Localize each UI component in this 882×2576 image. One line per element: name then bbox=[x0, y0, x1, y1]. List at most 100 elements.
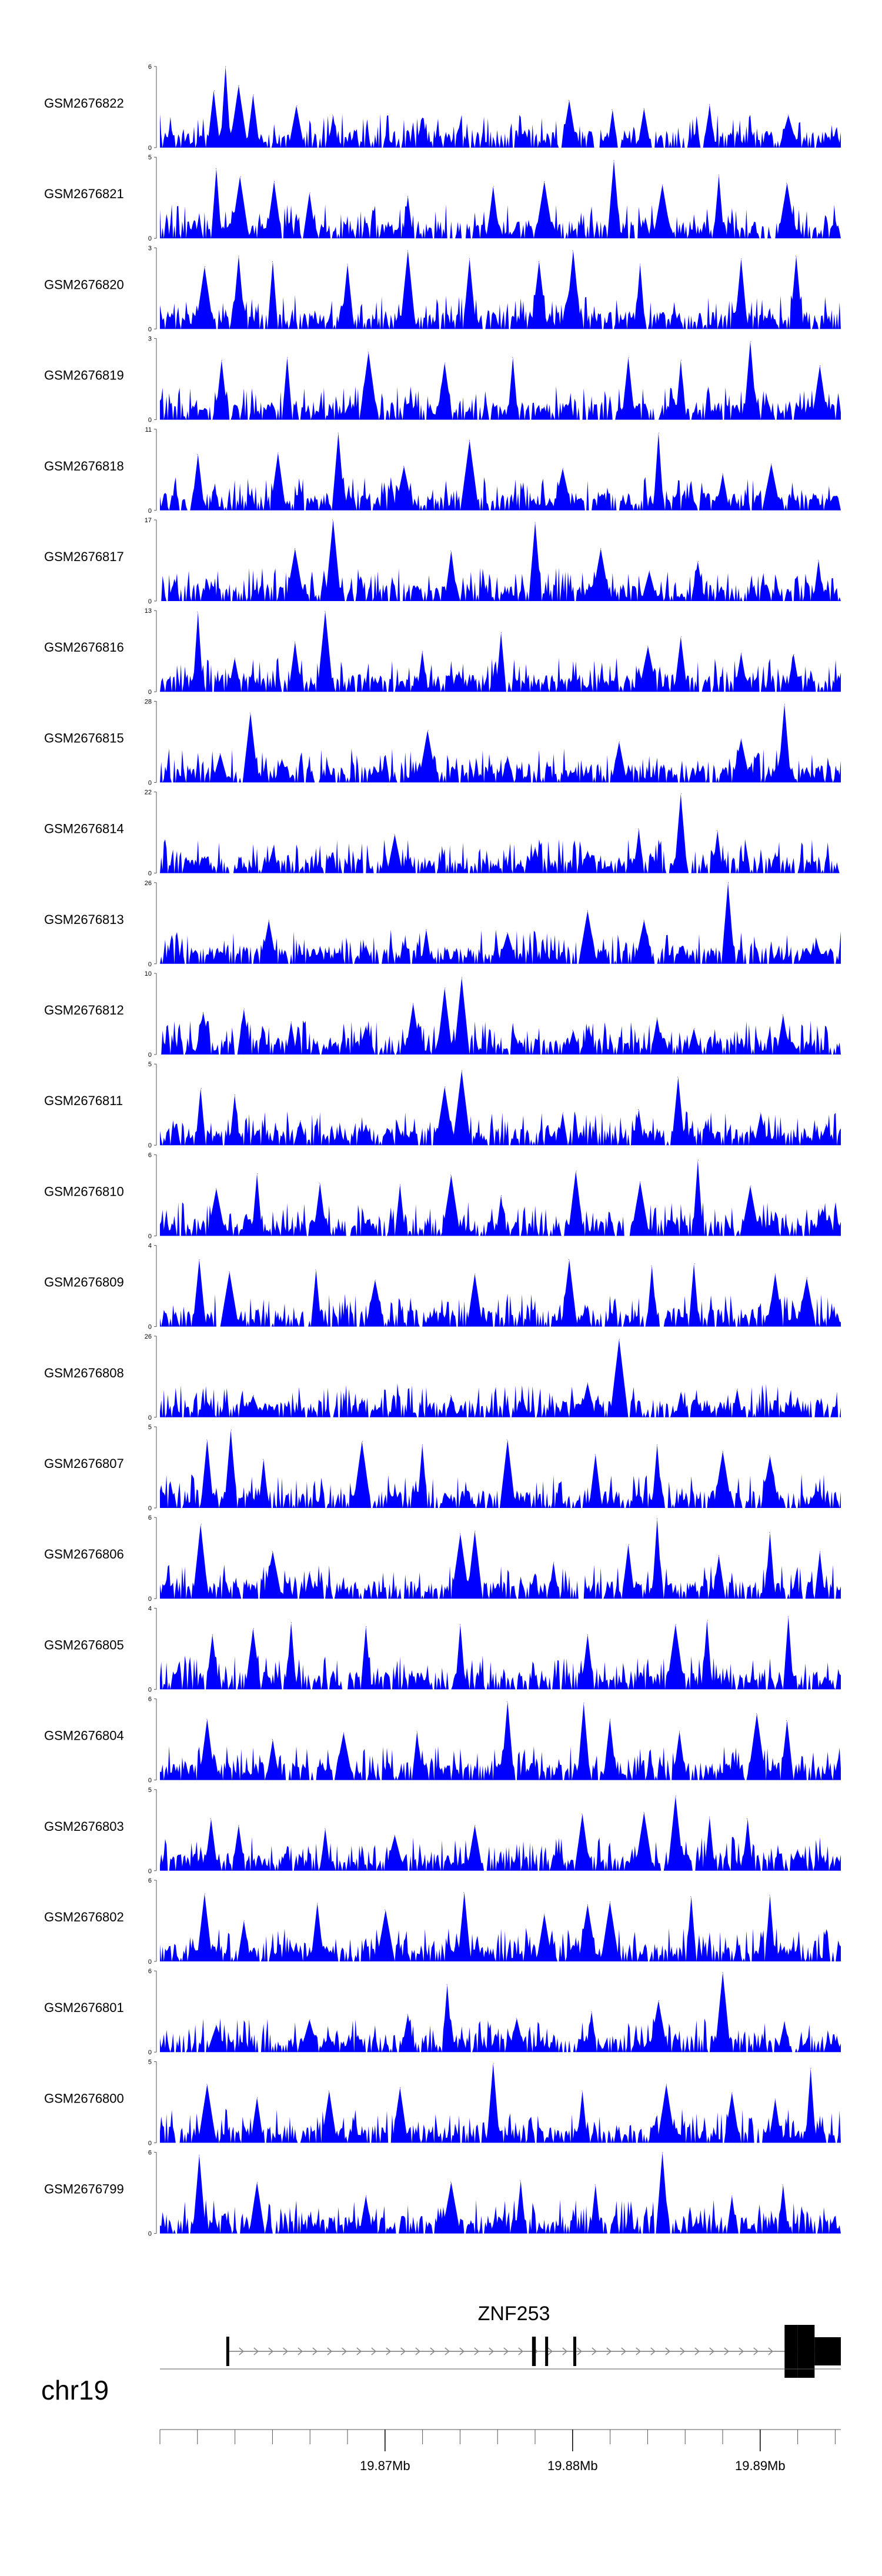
track-GSM2676800: GSM2676800 5 0 bbox=[44, 2058, 841, 2147]
strand-arrow bbox=[298, 2347, 303, 2355]
y-tick-label-max: 6 bbox=[148, 1877, 152, 1884]
track-label: GSM2676812 bbox=[44, 1003, 124, 1017]
coverage-area-GSM2676803 bbox=[160, 1796, 841, 1871]
peak-GSM2676799-5 bbox=[594, 2184, 596, 2185]
strand-arrow bbox=[577, 2347, 582, 2355]
exon-2 bbox=[532, 2337, 536, 2366]
y-tick-label-zero: 0 bbox=[148, 2231, 152, 2238]
peak-GSM2676808-6 bbox=[619, 1339, 620, 1340]
peak-GSM2676801-8 bbox=[784, 2022, 785, 2023]
peak-GSM2676821-2 bbox=[274, 181, 275, 182]
y-tick-label-zero: 0 bbox=[148, 1505, 152, 1512]
coverage-area-GSM2676802 bbox=[160, 1892, 841, 1961]
coverage-area-GSM2676817 bbox=[160, 520, 841, 601]
gene-label: ZNF253 bbox=[478, 2303, 550, 2325]
peak-GSM2676800-8 bbox=[774, 2098, 776, 2100]
peak-GSM2676812-9 bbox=[694, 1028, 695, 1029]
peak-GSM2676805-8 bbox=[788, 1616, 789, 1617]
peak-GSM2676800-4 bbox=[493, 2063, 495, 2064]
track-GSM2676803: GSM2676803 5 0 bbox=[44, 1787, 841, 1875]
peak-GSM2676807-10 bbox=[816, 1491, 817, 1492]
track-label: GSM2676811 bbox=[44, 1093, 123, 1108]
track-label: GSM2676806 bbox=[44, 1547, 124, 1561]
peak-GSM2676805-5 bbox=[587, 1634, 588, 1635]
peak-GSM2676816-4 bbox=[422, 650, 423, 652]
coverage-area-GSM2676820 bbox=[160, 251, 841, 329]
exon-1 bbox=[226, 2337, 229, 2366]
y-tick-label-zero: 0 bbox=[148, 870, 152, 877]
strand-arrow bbox=[415, 2347, 420, 2355]
exon-3 bbox=[545, 2337, 549, 2366]
track-GSM2676801: GSM2676801 6 0 bbox=[44, 1968, 841, 2056]
strand-arrow bbox=[474, 2347, 479, 2355]
coverage-area-GSM2676822 bbox=[160, 66, 841, 148]
peak-GSM2676804-8 bbox=[756, 1713, 757, 1714]
track-GSM2676815: GSM2676815 28 0 bbox=[44, 698, 841, 786]
strand-arrow bbox=[606, 2347, 612, 2355]
y-tick-label-zero: 0 bbox=[148, 508, 152, 515]
peak-GSM2676817-5 bbox=[600, 548, 602, 549]
track-GSM2676821: GSM2676821 5 0 bbox=[44, 154, 841, 242]
peak-GSM2676814-2 bbox=[394, 834, 395, 835]
track-GSM2676810: GSM2676810 6 0 bbox=[44, 1152, 841, 1240]
coverage-area-GSM2676811 bbox=[160, 1070, 841, 1146]
coverage-area-GSM2676808 bbox=[160, 1339, 841, 1417]
track-GSM2676819: GSM2676819 3 0 bbox=[44, 336, 841, 424]
peak-GSM2676820-2 bbox=[272, 261, 273, 262]
track-label: GSM2676805 bbox=[44, 1637, 124, 1652]
y-tick-label-max: 6 bbox=[148, 1696, 152, 1703]
y-tick-label-zero: 0 bbox=[148, 1686, 152, 1693]
peak-GSM2676819-4 bbox=[512, 357, 513, 358]
y-tick-label-max: 6 bbox=[148, 1514, 152, 1521]
peak-GSM2676811-2 bbox=[300, 1120, 301, 1122]
track-label: GSM2676818 bbox=[44, 459, 124, 473]
y-tick-label-max: 6 bbox=[148, 1968, 152, 1975]
peak-GSM2676810-6 bbox=[576, 1170, 577, 1172]
track-GSM2676814: GSM2676814 22 0 bbox=[44, 789, 841, 877]
track-GSM2676807: GSM2676807 5 0 bbox=[44, 1424, 841, 1512]
y-tick-label-zero: 0 bbox=[148, 326, 152, 333]
track-GSM2676806: GSM2676806 6 0 bbox=[44, 1514, 841, 1603]
y-tick-label-max: 6 bbox=[148, 1152, 152, 1159]
track-GSM2676799: GSM2676799 6 0 bbox=[44, 2150, 841, 2238]
y-tick-label-max: 17 bbox=[145, 517, 152, 524]
strand-arrow bbox=[342, 2347, 347, 2355]
y-tick-label-max: 10 bbox=[145, 970, 152, 977]
peak-GSM2676804-0 bbox=[206, 1719, 208, 1720]
y-tick-label-zero: 0 bbox=[148, 235, 152, 242]
y-tick-label-max: 13 bbox=[145, 608, 152, 615]
y-tick-label-max: 6 bbox=[148, 64, 152, 71]
strand-arrow bbox=[312, 2347, 318, 2355]
peak-GSM2676817-3 bbox=[450, 550, 451, 552]
track-GSM2676804: GSM2676804 6 0 bbox=[44, 1696, 841, 1784]
track-label: GSM2676801 bbox=[44, 2000, 124, 2015]
track-GSM2676816: GSM2676816 13 0 bbox=[44, 608, 841, 696]
y-tick-label-zero: 0 bbox=[148, 1777, 152, 1784]
track-label: GSM2676819 bbox=[44, 368, 124, 383]
y-tick-label-zero: 0 bbox=[148, 779, 152, 786]
track-GSM2676812: GSM2676812 10 0 bbox=[44, 970, 841, 1059]
peak-GSM2676808-1 bbox=[253, 1395, 254, 1396]
peak-GSM2676809-7 bbox=[694, 1263, 695, 1264]
track-GSM2676822: GSM2676822 6 0 bbox=[44, 64, 841, 152]
peak-GSM2676809-0 bbox=[199, 1259, 200, 1260]
coverage-area-GSM2676818 bbox=[160, 433, 841, 510]
peak-GSM2676816-5 bbox=[501, 632, 502, 633]
y-tick-label-max: 5 bbox=[148, 1787, 152, 1794]
peak-GSM2676820-5 bbox=[469, 258, 470, 259]
strand-arrow bbox=[665, 2347, 670, 2355]
axis-tick-label: 19.88Mb bbox=[547, 2458, 598, 2473]
track-label: GSM2676808 bbox=[44, 1366, 124, 1380]
axis-tick-label: 19.89Mb bbox=[735, 2458, 786, 2473]
track-GSM2676811: GSM2676811 5 0 bbox=[44, 1061, 841, 1149]
track-label: GSM2676821 bbox=[44, 186, 124, 201]
peak-GSM2676802-4 bbox=[463, 1892, 465, 1893]
track-label: GSM2676816 bbox=[44, 640, 124, 655]
y-tick-label-max: 26 bbox=[145, 880, 152, 887]
coding-exon-2 bbox=[797, 2325, 815, 2378]
strand-arrow bbox=[768, 2347, 773, 2355]
track-GSM2676817: GSM2676817 17 0 bbox=[44, 517, 841, 605]
track-label: GSM2676800 bbox=[44, 2091, 124, 2105]
peak-GSM2676810-1 bbox=[257, 1173, 258, 1174]
peak-GSM2676808-8 bbox=[737, 1389, 738, 1390]
